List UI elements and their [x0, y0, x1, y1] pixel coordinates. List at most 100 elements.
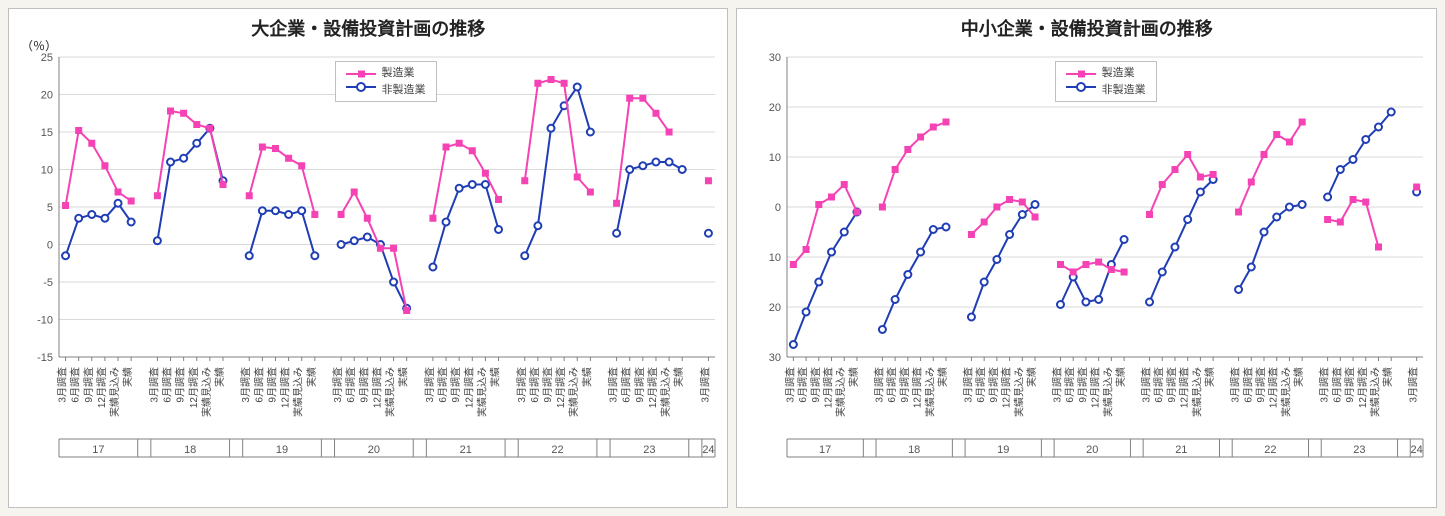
- x-tick-label: 12月調査: [646, 367, 659, 408]
- marker-mfg: [1019, 199, 1026, 206]
- x-tick-label: 6月調査: [975, 367, 988, 403]
- marker-non: [626, 166, 633, 173]
- marker-non: [1121, 236, 1128, 243]
- marker-non: [587, 129, 594, 136]
- marker-mfg: [841, 181, 848, 188]
- marker-non: [918, 249, 925, 256]
- legend: 製造業非製造業: [1055, 61, 1157, 102]
- marker-mfg: [167, 108, 174, 115]
- marker-non: [1083, 299, 1090, 306]
- x-tick-label: 3月調査: [331, 367, 344, 403]
- legend-swatch-non: [346, 81, 376, 98]
- legend: 製造業非製造業: [335, 61, 437, 102]
- series-line-mfg: [1239, 122, 1303, 212]
- marker-non: [482, 181, 489, 188]
- marker-non: [1172, 244, 1179, 251]
- marker-non: [816, 279, 823, 286]
- marker-mfg: [180, 110, 187, 117]
- marker-mfg: [443, 144, 450, 151]
- marker-mfg: [429, 215, 436, 222]
- marker-mfg: [88, 140, 95, 147]
- marker-mfg: [930, 124, 937, 131]
- marker-mfg: [1363, 199, 1370, 206]
- marker-non: [1236, 286, 1243, 293]
- year-label: 18: [184, 444, 196, 456]
- marker-non: [1057, 301, 1064, 308]
- series-line-non: [66, 203, 132, 256]
- marker-mfg: [613, 200, 620, 207]
- y-tick-label: 20: [41, 90, 53, 102]
- year-label: 20: [368, 444, 380, 456]
- marker-mfg: [298, 162, 305, 169]
- marker-mfg: [62, 202, 69, 209]
- x-tick-label: 6月調査: [1153, 367, 1166, 403]
- y-tick-label: 10: [769, 152, 781, 164]
- y-tick-label: 0: [775, 202, 781, 214]
- x-tick-label: 12月調査: [1267, 367, 1280, 408]
- marker-mfg: [1350, 196, 1357, 203]
- marker-non: [338, 241, 345, 248]
- marker-non: [180, 155, 187, 162]
- marker-non: [994, 256, 1001, 263]
- marker-non: [311, 252, 318, 259]
- x-tick-label: 6月調査: [1242, 367, 1255, 403]
- year-label: 22: [1265, 444, 1277, 456]
- year-label: 17: [92, 444, 104, 456]
- marker-mfg: [101, 162, 108, 169]
- marker-mfg: [1070, 269, 1077, 276]
- x-tick-label: 9月調査: [265, 367, 278, 403]
- x-tick-label: 12月調査: [1356, 367, 1369, 408]
- x-tick-label: 9月調査: [987, 367, 1000, 403]
- x-tick-label: 6月調査: [620, 367, 633, 403]
- marker-non: [1261, 229, 1268, 236]
- marker-mfg: [666, 129, 673, 136]
- marker-mfg: [626, 95, 633, 102]
- x-tick-label: 9月調査: [174, 367, 187, 403]
- marker-mfg: [377, 245, 384, 252]
- marker-mfg: [994, 204, 1001, 211]
- x-tick-label: 9月調査: [1165, 367, 1178, 403]
- x-tick-label: 実績: [489, 367, 502, 387]
- year-label: 22: [551, 444, 563, 456]
- x-tick-label: 6月調査: [1064, 367, 1077, 403]
- marker-mfg: [803, 246, 810, 253]
- series-line-non: [883, 227, 947, 330]
- marker-mfg: [1325, 216, 1332, 223]
- marker-mfg: [311, 211, 318, 218]
- marker-non: [892, 296, 899, 303]
- legend-row-non: 非製造業: [1066, 81, 1146, 98]
- x-tick-label: 12月調査: [462, 367, 475, 408]
- year-label: 21: [1176, 444, 1188, 456]
- y-tick-label: -10: [37, 315, 53, 327]
- marker-mfg: [1159, 181, 1166, 188]
- marker-mfg: [943, 119, 950, 126]
- year-label: 24: [702, 444, 714, 456]
- marker-non: [803, 309, 810, 316]
- marker-mfg: [1057, 261, 1064, 268]
- x-tick-label: 実績見込み: [475, 367, 488, 417]
- marker-mfg: [561, 80, 568, 87]
- x-tick-label: 実績: [580, 367, 593, 387]
- x-tick-label: 6月調査: [69, 367, 82, 403]
- x-tick-label: 12月調査: [822, 367, 835, 408]
- x-tick-label: 9月調査: [1076, 367, 1089, 403]
- marker-mfg: [1007, 196, 1014, 203]
- marker-non: [456, 185, 463, 192]
- marker-non: [829, 249, 836, 256]
- x-tick-label: 3月調査: [515, 367, 528, 403]
- x-tick-label: 12月調査: [187, 367, 200, 408]
- marker-mfg: [981, 219, 988, 226]
- x-tick-label: 3月調査: [698, 367, 711, 403]
- x-tick-label: 実績見込み: [108, 367, 121, 417]
- legend-row-mfg: 製造業: [346, 65, 426, 81]
- marker-non: [1197, 189, 1204, 196]
- marker-mfg: [652, 110, 659, 117]
- marker-non: [128, 219, 135, 226]
- marker-mfg: [829, 194, 836, 201]
- marker-non: [679, 166, 686, 173]
- x-tick-label: 実績見込み: [1191, 367, 1204, 417]
- x-tick-label: 6月調査: [797, 367, 810, 403]
- x-tick-label: 実績: [1293, 367, 1306, 387]
- marker-mfg: [206, 125, 213, 132]
- x-tick-label: 9月調査: [1344, 367, 1357, 403]
